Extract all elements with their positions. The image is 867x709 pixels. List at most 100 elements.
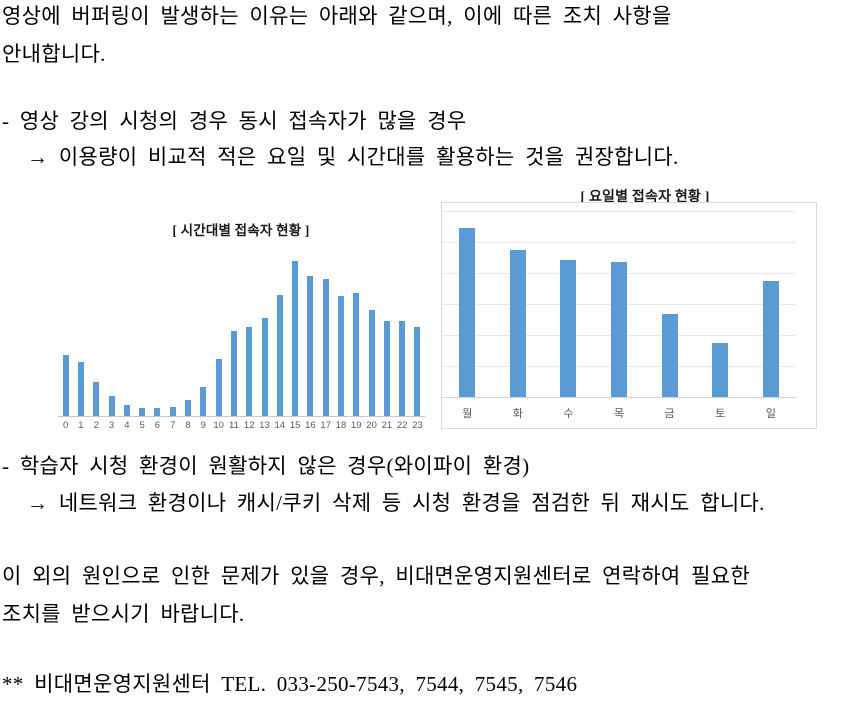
- bar: [93, 381, 100, 416]
- bar-column: 9: [196, 256, 211, 431]
- hourly-connections-chart: 0 1 2 3 4 5 6 7 8 9 10 11 12 13 14 15 16 17 18 19 20 21 22 23: [58, 256, 425, 431]
- x-tick-label: 금: [664, 408, 675, 420]
- bar: [154, 408, 161, 416]
- weekday-chart-title: [ 요일별 접속자 현황 ]: [580, 190, 710, 205]
- x-tick-label: 1: [78, 420, 84, 431]
- bar-column: 17: [318, 256, 333, 431]
- bar: [414, 327, 421, 416]
- x-tick-label: 11: [228, 420, 239, 431]
- bar: [230, 330, 237, 416]
- bar: [200, 386, 207, 416]
- x-tick-label: 8: [185, 420, 191, 431]
- bar-column: 8: [180, 256, 195, 431]
- bar: [337, 296, 344, 416]
- bar-column: 6: [150, 256, 165, 431]
- bar-column: 19: [349, 256, 364, 431]
- x-tick-label: 22: [396, 420, 408, 431]
- bar-column: 0: [58, 256, 73, 431]
- bar: [509, 250, 526, 397]
- bar-column: 4: [119, 256, 134, 431]
- x-tick-label: 월: [462, 408, 473, 420]
- bar-column: 5: [134, 256, 149, 431]
- x-tick-label: 6: [154, 420, 161, 431]
- bar: [560, 260, 577, 397]
- bar-column: 15: [287, 256, 302, 431]
- bar: [62, 355, 69, 416]
- bar: [307, 276, 314, 416]
- bar: [261, 318, 268, 416]
- x-tick-label: 3: [108, 420, 115, 431]
- bar: [712, 343, 729, 397]
- bar-column: 월: [442, 203, 493, 420]
- bar-column: 일: [745, 203, 796, 420]
- bar-column: 목: [594, 203, 645, 420]
- bar-column: 1: [73, 256, 88, 431]
- x-tick-label: 12: [243, 420, 255, 431]
- intro-line-1: 영상에 버퍼링이 발생하는 이유는 아래와 같으며, 이에 따른 조치 사항을: [2, 4, 672, 28]
- bar-column: 화: [493, 203, 544, 420]
- x-tick-label: 9: [200, 420, 206, 431]
- x-tick-label: 17: [320, 420, 331, 431]
- closing-line-2: 조치를 받으시기 바랍니다.: [2, 602, 245, 626]
- x-tick-label: 15: [289, 420, 301, 431]
- x-tick-label: 화: [512, 408, 523, 420]
- bullet-concurrent-users: - 영상 강의 시청의 경우 동시 접속자가 많을 경우: [2, 109, 467, 133]
- x-tick-label: 4: [124, 420, 130, 431]
- bar: [123, 405, 130, 416]
- bar: [169, 406, 176, 416]
- bar-column: 10: [211, 256, 226, 431]
- bullet-concurrent-users-action: → 이용량이 비교적 적은 요일 및 시간대를 활용하는 것을 권장합니다.: [27, 145, 679, 169]
- bar: [399, 321, 406, 416]
- bar-column: 21: [379, 256, 394, 431]
- x-tick-label: 토: [715, 408, 726, 420]
- bar: [322, 279, 329, 416]
- x-tick-label: 7: [170, 420, 176, 431]
- bullet-viewing-environment: - 학습자 시청 환경이 원활하지 않은 경우(와이파이 환경): [2, 454, 530, 478]
- bar: [762, 280, 779, 397]
- bar-column: 16: [303, 256, 318, 431]
- x-tick-label: 5: [139, 420, 145, 431]
- bar: [215, 358, 222, 416]
- bar-column: 14: [272, 256, 287, 431]
- bar-column: 18: [333, 256, 348, 431]
- bar-column: 13: [257, 256, 272, 431]
- bar-column: 20: [364, 256, 379, 431]
- bar: [77, 361, 84, 416]
- hourly-chart-title: [ 시간대별 접속자 현황 ]: [172, 223, 310, 238]
- bar-column: 3: [104, 256, 119, 431]
- bar: [353, 293, 360, 416]
- x-tick-label: 16: [305, 420, 316, 431]
- x-tick-label: 13: [259, 420, 270, 431]
- bar-column: 2: [89, 256, 104, 431]
- x-tick-label: 일: [765, 408, 776, 420]
- bar-column: 11: [226, 256, 241, 431]
- bar: [459, 228, 476, 397]
- bar-column: 23: [410, 256, 425, 431]
- bullet-viewing-environment-action: → 네트워크 환경이나 캐시/쿠키 삭제 등 시청 환경을 점검한 뒤 재시도 …: [27, 491, 765, 515]
- bar: [246, 327, 253, 416]
- closing-line-1: 이 외의 원인으로 인한 문제가 있을 경우, 비대면운영지원센터로 연락하여 …: [2, 564, 750, 588]
- bar-column: 수: [543, 203, 594, 420]
- x-tick-label: 10: [213, 420, 224, 431]
- x-tick-label: 20: [366, 420, 377, 431]
- x-tick-label: 14: [274, 420, 286, 431]
- bar-column: 12: [242, 256, 257, 431]
- x-tick-label: 2: [93, 420, 99, 431]
- bar: [108, 395, 115, 416]
- bar-column: 7: [165, 256, 180, 431]
- x-tick-label: 0: [63, 420, 69, 431]
- bar: [383, 321, 390, 416]
- bar: [139, 408, 146, 416]
- bar-column: 토: [695, 203, 746, 420]
- support-center-contact: ** 비대면운영지원센터 TEL. 033-250-7543, 7544, 75…: [2, 672, 578, 696]
- bar: [611, 262, 628, 397]
- x-tick-label: 23: [412, 420, 423, 431]
- x-tick-label: 21: [381, 420, 393, 431]
- intro-line-2: 안내합니다.: [2, 42, 106, 66]
- bar: [368, 310, 375, 416]
- bar: [185, 400, 192, 416]
- bar-column: 22: [395, 256, 410, 431]
